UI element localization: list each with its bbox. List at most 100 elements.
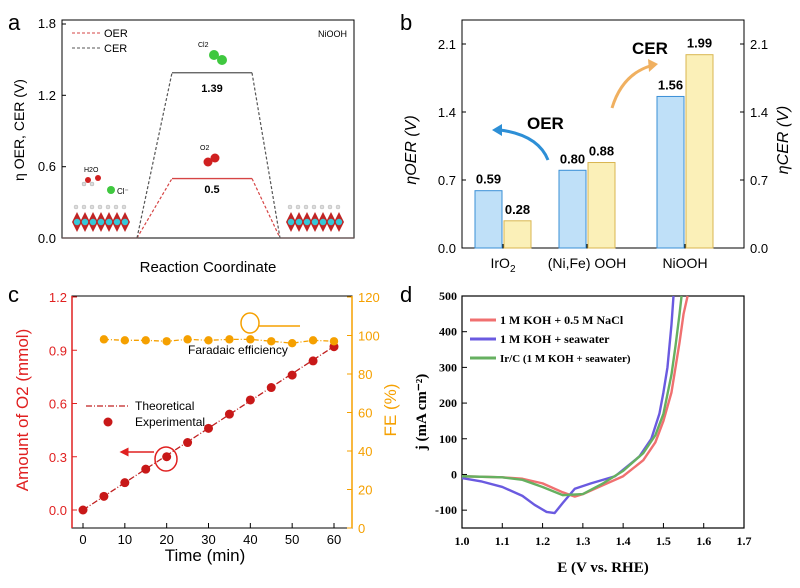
slab-ni-atom [295,218,303,226]
fe-point [225,335,234,344]
d-xtick-label: 1.5 [656,534,671,548]
cer-value-label: 1.39 [201,83,222,95]
d-ytick-label: 100 [439,432,457,446]
b-xtick-label: (Ni,Fe) OOH [548,255,627,271]
b-ytick-label-left: 1.4 [438,105,456,120]
experimental-point [245,395,255,405]
fe-point [99,335,109,344]
panel-a-ylabel: η OER, CER (V) [11,79,27,181]
c-ytick-label-right: 20 [358,483,372,498]
oer-value-label: 0.5 [204,184,219,196]
c-xtick-label: 60 [327,532,341,547]
bar-cer-value-label: 0.88 [589,144,614,159]
slab-h-atom [319,204,325,210]
c-ytick-label-left: 0.0 [49,503,67,518]
slab-ni-atom [105,218,113,226]
legend-oer-label: OER [104,28,128,40]
c-ytick-label-right: 40 [358,444,372,459]
oer-arrow [499,128,550,161]
panel-d-series [461,295,689,515]
bar-cer-1 [587,162,616,249]
panel-b-ylabel-right: ηCER (V) [775,106,792,174]
b-ytick-label-right: 2.1 [750,37,768,52]
c-ytick-label-left: 0.3 [49,450,67,465]
c-ytick-label-right: 80 [358,367,372,382]
slab-ni-atom [81,218,89,226]
c-ytick-label-left: 1.2 [49,290,67,305]
polarization-curve-1 [461,295,675,515]
c-xtick-label: 50 [285,532,299,547]
legend-experimental: Experimental [135,415,205,429]
experimental-point [224,409,234,419]
oer-arrow-label: OER [527,114,564,133]
panel-c: c 0 10 20 30 40 50 60 0.0 0.3 0.6 0.9 1.2 0 20 40 60 80 1… [8,282,400,565]
c-xtick-label: 40 [243,532,257,547]
panel-a-legend: OER CER [72,28,128,55]
cer-connector-0 [136,72,173,239]
d-xtick-label: 1.6 [696,534,711,548]
d-ytick-label: 0 [451,467,457,481]
panel-a-ytick-label: 0.0 [38,231,56,246]
panel-a-xlabel: Reaction Coordinate [140,259,277,276]
panel-c-legend: Theoretical Experimental [86,399,205,429]
slab-ni-atom [319,218,327,226]
slab-h-atom [287,204,293,210]
experimental-point [266,383,276,393]
b-xtick-label: IrO2 [490,255,515,275]
panel-d-frame [461,295,745,529]
oer-arrow-head [492,124,502,136]
slab-h-atom [311,204,317,210]
slab-ni-atom [113,218,121,226]
c-ytick-label-left: 0.6 [49,397,67,412]
d-xtick-label: 1.3 [575,534,590,548]
legend-irc: Ir/C (1 M KOH + seawater) [500,353,631,365]
fe-point [246,335,255,344]
experimental-point [183,438,193,448]
panel-a-material: NiOOH [318,29,347,39]
legend-nacl: 1 M KOH + 0.5 M NaCl [500,313,624,327]
slab-ni-atom [97,218,105,226]
bar-oer-1 [558,169,587,249]
slab-ni-atom [121,218,129,226]
fe-point [329,337,339,346]
right-surface-illustration [286,204,344,232]
o2-label: O2 [200,145,209,152]
slab-h-atom [295,204,301,210]
b-ytick-label-left: 0.7 [438,173,456,188]
panel-c-ylabel-left: Amount of O2 (mmol) [13,329,32,492]
bar-oer-2 [656,95,685,249]
slab-h-atom [105,204,111,210]
panel-d: d 1.0 1.1 1.2 1.3 1.4 1.5 1.6 1.7 -100 0 100 200 300… [400,282,752,576]
polarization-curve-2 [461,295,683,497]
oer-connector-1 [251,178,281,239]
b-ytick-label-right: 0.7 [750,173,768,188]
panel-b-bars: 0.59 0.28 0.80 0.88 1.56 1.99 [474,36,714,249]
bar-cer-2 [685,54,714,249]
slab-h-atom [303,204,309,210]
panel-c-xlabel: Time (min) [165,546,246,565]
d-ytick-label: 400 [439,325,457,339]
legend-seawater: 1 M KOH + seawater [500,332,610,346]
panel-a-ytick-label: 1.8 [38,16,56,31]
cer-arrow-label: CER [632,39,668,58]
panel-c-ylabel-right: FE (%) [381,384,400,437]
fe-point [183,335,192,344]
experimental-point [120,478,130,488]
experimental-point [162,452,172,462]
slab-h-atom [97,204,103,210]
bar-oer-value-label: 0.59 [476,172,501,187]
d-xtick-label: 1.1 [495,534,510,548]
slab-h-atom [81,204,87,210]
fe-point [141,336,150,345]
slab-h-atom [89,204,95,210]
d-ytick-label: -100 [435,503,457,517]
slab-h-atom [121,204,127,210]
d-ytick-label: 500 [439,289,457,303]
slab-ni-atom [73,218,81,226]
experimental-point [287,370,297,380]
experimental-point [204,423,213,433]
o2-highlight-circle [154,446,178,472]
panel-a: a 0.0 0.6 1.2 1.8 η OER, CER (V) Reactio… [8,10,355,276]
panel-d-axes: 1.0 1.1 1.2 1.3 1.4 1.5 1.6 1.7 -100 0 100 200 300 40… [435,289,752,548]
